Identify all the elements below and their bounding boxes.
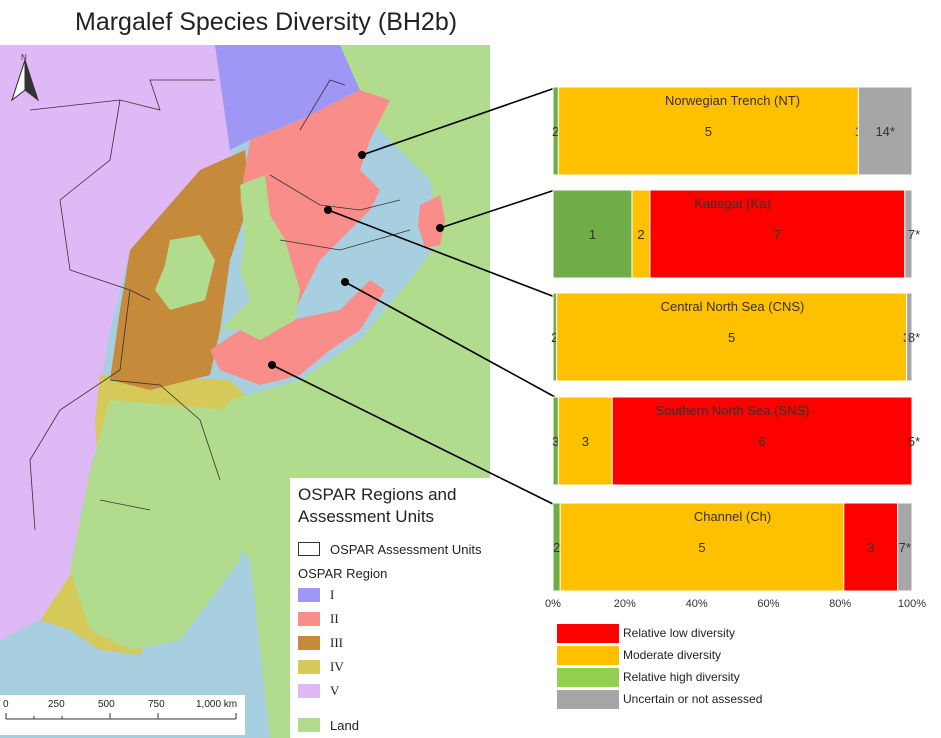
segment-label-moderate-3: 3 [582,434,589,449]
legend-region-iv: IV [298,658,344,676]
bar-category-label-0: Norwegian Trench (NT) [665,93,800,108]
connector-dots [268,151,444,369]
segment-label-low-4: 3 [867,540,874,555]
scale-label-0: 0 [3,699,9,710]
region-i-swatch [298,588,320,602]
region-i-area [215,45,360,150]
uncertain-label: Uncertain or not assessed [623,692,763,706]
bar-category-label-3: Southern North Sea (SNS) [656,403,810,418]
chart-legend-high: Relative high diversity [557,666,762,688]
moderate-label: Moderate diversity [623,648,722,662]
legend-region-v: V [298,682,339,700]
north-label: N [21,53,27,62]
region-v-swatch [298,684,320,698]
map-legend: OSPAR Regions and Assessment Units OSPAR… [290,478,500,738]
x-tick-label-1: 20% [614,598,636,610]
land-iberia [70,400,250,650]
scale-label-250: 250 [48,699,65,710]
legend-land: Land [298,716,359,734]
north-arrow-icon: N [11,53,39,102]
legend-region-i: I [298,586,334,604]
bar-segment-high-1 [552,189,633,279]
segment-label-high-2: 2 [551,330,558,345]
legend-assessment-units: OSPAR Assessment Units [298,540,481,558]
segment-label-moderate-1: 2 [637,227,644,242]
low-swatch [557,623,619,643]
land-swatch [298,718,320,732]
uncertain-swatch [557,689,619,709]
region-ii-label: II [330,611,339,626]
map-title: Margalef Species Diversity (BH2b) [75,8,458,36]
segment-label-uncertain-4: 7* [899,540,911,555]
region-ii-swatch [298,612,320,626]
bar-segment-low-1 [649,189,906,279]
segment-label-high-0: 2 [552,124,559,139]
scale-label-500: 500 [98,699,115,710]
segment-label-low-3: 6 [759,434,766,449]
legend-region-heading: OSPAR Region [298,565,388,581]
region-iv-swatch [298,660,320,674]
legend-region-iii: III [298,634,343,652]
x-tick-label-2: 40% [686,598,708,610]
bar-segment-low-3 [611,396,913,486]
bar-category-label-2: Central North Sea (CNS) [661,299,805,314]
region-iii-label: III [330,635,343,650]
segment-label-uncertain-3: 5* [908,434,920,449]
segment-label-high-4: 2 [553,540,560,555]
assessment-unit-swatch [298,542,320,556]
bar-category-label-1: Kattegat (Ka) [694,196,771,211]
chart-legend-low: Relative low diversity [557,622,762,644]
bar-segment-moderate-2 [556,292,908,382]
segment-label-high-3: 3 [552,434,559,449]
segment-label-moderate-0: 5 [705,124,712,139]
high-label: Relative high diversity [623,670,740,684]
land-great-britain [220,175,300,340]
scale-label-1000: 1,000 km [196,699,238,710]
region-iv-label: IV [330,659,344,674]
segment-label-low-1: 7 [774,227,781,242]
assessment-unit-boundaries [29,79,411,531]
high-swatch [557,667,619,687]
land-label: Land [330,717,359,733]
legend-heading: OSPAR Regions and Assessment Units [298,485,457,526]
region-v-label: V [330,683,340,698]
chart-legend-uncertain: Uncertain or not assessed [557,688,762,710]
low-label: Relative low diversity [623,626,736,640]
legend-region-ii: II [298,610,339,628]
x-tick-label-3: 60% [757,598,779,610]
region-i-label: I [330,587,335,602]
scale-bar: 0 250 500 750 1,000 km [0,695,245,735]
bar-segment-uncertain-0 [857,86,913,176]
bar-segment-low-4 [843,502,899,592]
segment-label-uncertain-0: 14* [875,124,895,139]
x-tick-label-0: 0% [545,598,561,610]
x-tick-label-4: 80% [829,598,851,610]
chart-legend-moderate: Moderate diversity [557,644,762,666]
land-ireland [155,235,215,310]
assessment-units-label: OSPAR Assessment Units [330,541,482,557]
bar-category-label-4: Channel (Ch) [694,509,771,524]
scale-bar-graphic [5,713,237,720]
scale-label-750: 750 [148,699,165,710]
segment-label-moderate-4: 5 [698,540,705,555]
segment-label-high-1: 1 [589,227,596,242]
moderate-swatch [557,645,619,665]
bar-segment-uncertain-2 [906,292,913,382]
connector-lines [271,87,556,506]
segment-label-uncertain-2: 8* [908,330,920,345]
x-tick-label-5: 100% [898,598,926,610]
segment-label-uncertain-1: 7* [908,227,920,242]
bar-segment-uncertain-4 [897,502,913,592]
segment-label-moderate-2: 5 [728,330,735,345]
chart-legend: Relative low diversity Moderate diversit… [557,622,762,710]
bar-segment-uncertain-1 [904,189,913,279]
region-iii-swatch [298,636,320,650]
region-ii-kattegat [418,195,445,248]
